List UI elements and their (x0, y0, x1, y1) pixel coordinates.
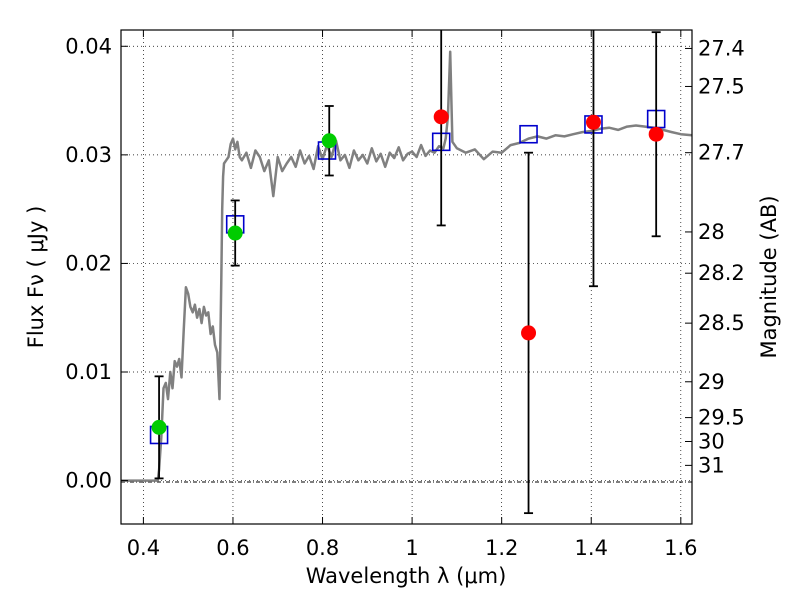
magnitude-tick-label: 28.5 (698, 311, 745, 335)
observed-photometry (151, 30, 664, 515)
template-spectrum-line (121, 50, 693, 482)
magnitude-tick-label: 27.7 (698, 141, 745, 165)
observed-flux-point (585, 114, 601, 130)
observed-flux-point (321, 133, 337, 149)
y2-axis-label: Magnitude (AB) (757, 195, 781, 358)
x-tick-label: 0.6 (216, 536, 249, 560)
observed-flux-point (521, 325, 537, 341)
magnitude-tick-label: 28.2 (698, 261, 745, 285)
y-tick-label: 0.04 (65, 34, 112, 58)
x-tick-label: 1.2 (485, 536, 518, 560)
grid-lines (121, 30, 692, 524)
model-photometry (149, 109, 666, 445)
plot-frame (120, 29, 693, 525)
magnitude-tick-label: 28 (698, 220, 725, 244)
observed-flux-point (433, 109, 449, 125)
x-axis-label: Wavelength λ (μm) (306, 564, 507, 588)
y-axis-label: Flux Fν ( μJy ) (24, 206, 48, 349)
axis-ticks: 0.4 0.6 0.8 1 1.2 1.4 1.6 0.00 0.01 0.02 0.03 0.04 2… (65, 30, 745, 560)
magnitude-tick-label: 29 (698, 370, 725, 394)
observed-flux-point (227, 225, 243, 241)
observed-flux-point (151, 419, 167, 435)
y-tick-label: 0.02 (65, 251, 112, 275)
model-flux-square (519, 124, 538, 144)
magnitude-tick-label: 29.5 (698, 406, 745, 430)
x-tick-label: 0.8 (306, 536, 339, 560)
template-spectrum (121, 50, 693, 482)
magnitude-tick-label: 27.5 (698, 74, 745, 98)
y-tick-label: 0.03 (65, 143, 112, 167)
magnitude-tick-label: 30 (698, 429, 725, 453)
observed-flux-point (648, 126, 664, 142)
y-tick-label: 0.00 (65, 469, 112, 493)
magnitude-tick-label: 27.4 (698, 36, 745, 60)
x-tick-label: 0.4 (127, 536, 160, 560)
x-tick-label: 1.6 (664, 536, 697, 560)
magnitude-tick-label: 31 (698, 453, 725, 477)
x-tick-label: 1 (405, 536, 418, 560)
x-tick-label: 1.4 (575, 536, 608, 560)
y-tick-label: 0.01 (65, 360, 112, 384)
